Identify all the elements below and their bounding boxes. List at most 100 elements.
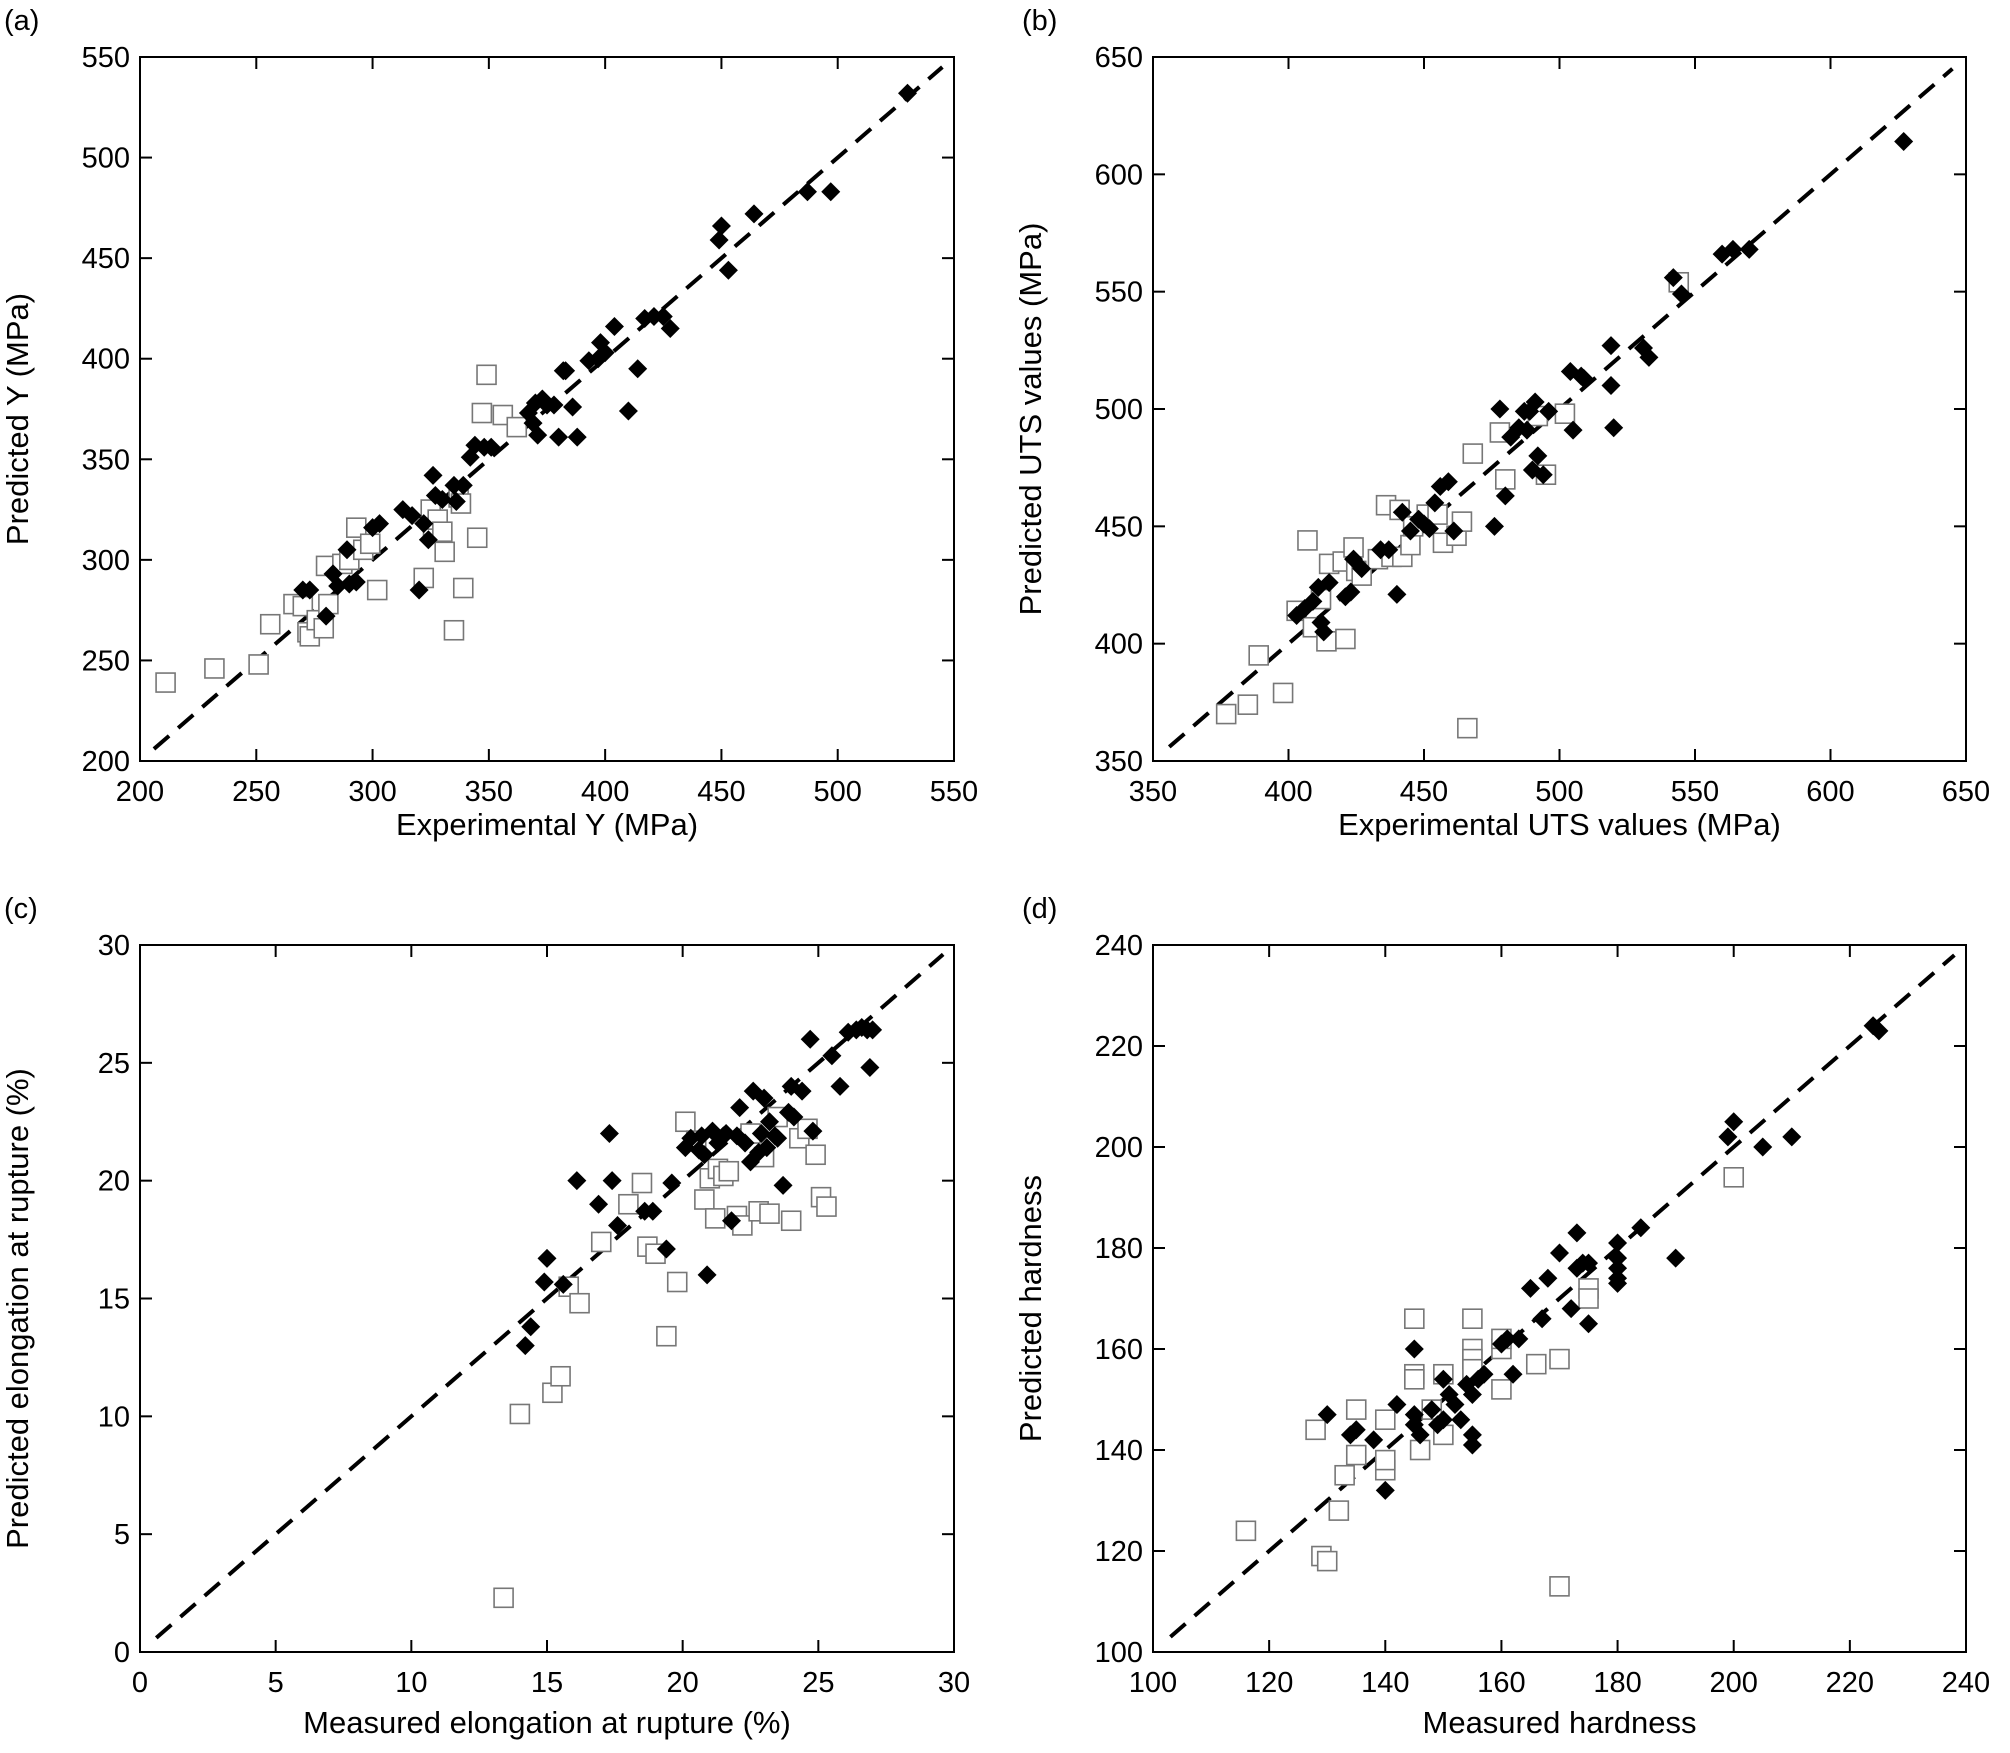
filled-diamond-point (521, 1317, 541, 1337)
filled-diamond-point (1317, 1405, 1337, 1425)
x-tick-label: 650 (1942, 776, 1990, 808)
y-tick-label: 500 (1095, 394, 1143, 426)
filled-diamond-point (1314, 622, 1334, 642)
filled-diamond-point (653, 306, 673, 326)
filled-diamond-point (754, 1088, 774, 1108)
filled-diamond-point (1503, 1364, 1523, 1384)
filled-diamond-point (1410, 1425, 1430, 1445)
filled-diamond-point (618, 401, 638, 421)
open-square-point (1374, 1449, 1396, 1471)
x-tick-label: 350 (1129, 776, 1177, 808)
filled-diamond-point (602, 1171, 622, 1191)
open-square-point (1316, 1550, 1338, 1572)
y-axis-label: Predicted UTS values (MPa) (1013, 223, 1048, 616)
open-square-point (1549, 1576, 1570, 1597)
filled-diamond-point (1490, 399, 1510, 419)
filled-diamond-point (563, 397, 583, 417)
open-square-point (718, 1160, 740, 1182)
filled-diamond-point (1520, 1278, 1540, 1298)
filled-diamond-point (1517, 420, 1537, 440)
chart-panel: (a) 200 250 300 350 400 450 500 550 200 250 300 350 4… (0, 5, 978, 842)
plot-frame (1152, 944, 1967, 1653)
open-square-point (506, 416, 528, 438)
filled-diamond-point (718, 260, 738, 280)
y-tick-label: 450 (82, 243, 130, 275)
y-tick-label: 600 (1095, 159, 1143, 191)
panel-tag: (d) (1022, 893, 1057, 925)
open-square-point (1345, 1399, 1367, 1420)
y-tick-label: 25 (98, 1048, 130, 1080)
filled-diamond-point (1462, 1435, 1482, 1455)
filled-diamond-point (589, 1194, 609, 1214)
open-square-point (1404, 1369, 1425, 1390)
filled-diamond-point (418, 530, 438, 550)
filled-diamond-point (1869, 1021, 1889, 1041)
open-square-point (1554, 403, 1576, 424)
open-square-point (631, 1172, 653, 1194)
filled-diamond-point (662, 1173, 682, 1193)
filled-diamond-point (822, 1046, 842, 1066)
filled-diamond-point (768, 1128, 788, 1148)
open-square-point (656, 1325, 677, 1347)
open-square-point (452, 577, 474, 599)
open-square-point (1305, 1419, 1326, 1441)
filled-diamond-point (1303, 591, 1323, 611)
open-square-point (1237, 694, 1259, 715)
open-square-point (432, 521, 453, 542)
filled-diamond-point (549, 427, 569, 447)
filled-diamond-point (537, 1248, 557, 1268)
open-square-point (509, 1403, 531, 1425)
filled-diamond-point (860, 1058, 880, 1078)
filled-diamond-point (1484, 516, 1504, 536)
open-square-point (1462, 443, 1484, 464)
filled-diamond-point (1663, 268, 1683, 288)
filled-diamond-point (1579, 1314, 1599, 1334)
y-tick-label: 400 (1095, 629, 1143, 661)
x-tick-label: 120 (1245, 1667, 1293, 1699)
filled-diamond-point (1639, 347, 1659, 367)
y-tick-label: 180 (1095, 1233, 1143, 1265)
y-tick-label: 350 (82, 444, 130, 476)
y-tick-label: 220 (1095, 1031, 1143, 1063)
filled-diamond-point (1445, 1395, 1465, 1415)
open-square-point (694, 1189, 715, 1210)
x-tick-label: 10 (395, 1667, 427, 1699)
y-tick-label: 350 (1095, 746, 1143, 778)
filled-diamond-point (1364, 1430, 1384, 1450)
x-tick-label: 500 (814, 776, 862, 808)
x-tick-label: 400 (1264, 776, 1312, 808)
open-square-point (1374, 1409, 1396, 1430)
panel-tag: (c) (4, 893, 38, 925)
filled-diamond-point (1608, 1248, 1628, 1268)
x-tick-label: 5 (268, 1667, 284, 1699)
filled-diamond-point (1601, 376, 1621, 396)
open-square-point (1549, 1348, 1570, 1370)
filled-diamond-point (528, 425, 548, 445)
open-square-point (1297, 530, 1318, 551)
filled-diamond-point (328, 576, 348, 596)
x-axis-label: Measured elongation at rupture (%) (303, 1705, 791, 1740)
filled-diamond-point (751, 1124, 771, 1144)
open-square-point (1404, 1308, 1425, 1329)
filled-diamond-point (784, 1107, 804, 1127)
open-square-point (1495, 469, 1516, 490)
x-tick-label: 0 (132, 1667, 148, 1699)
reference-line (154, 952, 945, 1640)
filled-diamond-point (423, 465, 443, 485)
filled-diamond-point (744, 204, 764, 224)
filled-diamond-point (453, 475, 473, 495)
open-square-point (1272, 682, 1294, 704)
filled-diamond-point (803, 1121, 823, 1141)
filled-diamond-point (337, 540, 357, 560)
filled-diamond-point (1341, 582, 1361, 602)
open-square-point (359, 533, 381, 555)
filled-diamond-point (1497, 1329, 1517, 1349)
y-tick-label: 15 (98, 1284, 130, 1316)
filled-diamond-point (604, 317, 624, 337)
filled-diamond-point (1574, 368, 1594, 388)
x-tick-label: 450 (697, 776, 745, 808)
x-tick-label: 250 (232, 776, 280, 808)
x-tick-label: 350 (465, 776, 513, 808)
y-tick-label: 120 (1095, 1536, 1143, 1568)
